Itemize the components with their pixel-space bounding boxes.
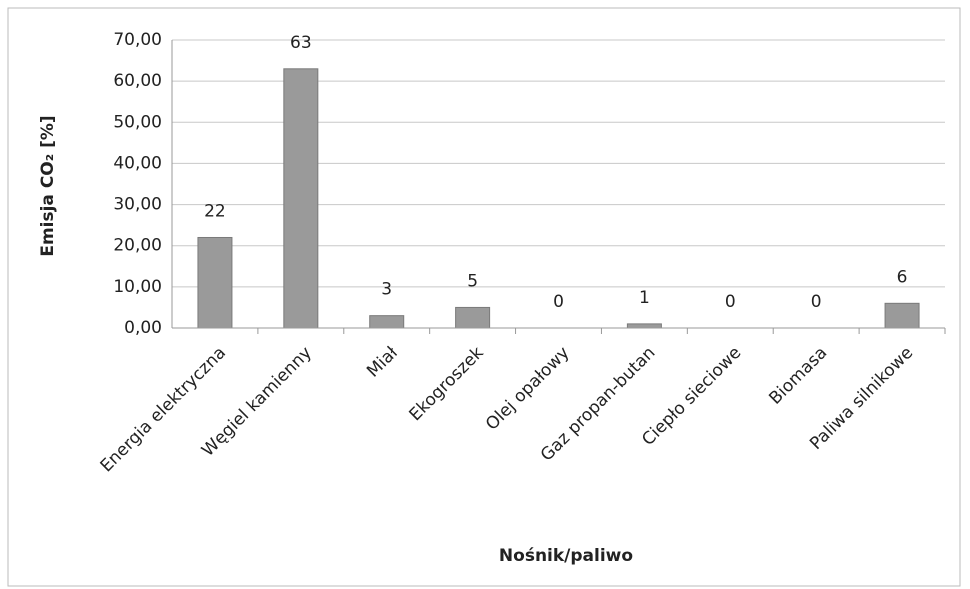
bar — [626, 323, 662, 329]
chart-frame — [7, 7, 961, 587]
y-tick-label: 20,00 — [113, 236, 162, 256]
data-label: 22 — [204, 201, 226, 221]
data-label: 6 — [897, 267, 908, 287]
bar — [197, 236, 233, 329]
y-tick-label: 0,00 — [124, 318, 162, 338]
bar — [369, 315, 405, 329]
y-tick-label: 50,00 — [113, 112, 162, 132]
y-tick-label: 30,00 — [113, 195, 162, 215]
x-axis-title: Nośnik/paliwo — [499, 546, 633, 566]
y-axis-title: Emisja CO₂ [%] — [38, 115, 58, 256]
data-label: 63 — [290, 33, 312, 53]
data-label: 5 — [467, 271, 478, 291]
data-label: 0 — [553, 292, 564, 312]
data-label: 0 — [725, 292, 736, 312]
data-label: 1 — [639, 288, 650, 308]
bar — [455, 306, 491, 329]
y-tick-label: 40,00 — [113, 153, 162, 173]
y-tick-label: 60,00 — [113, 71, 162, 91]
bar — [884, 302, 920, 329]
bar — [283, 68, 319, 329]
y-tick-label: 70,00 — [113, 30, 162, 50]
data-label: 0 — [811, 292, 822, 312]
data-label: 3 — [381, 280, 392, 300]
y-tick-label: 10,00 — [113, 277, 162, 297]
